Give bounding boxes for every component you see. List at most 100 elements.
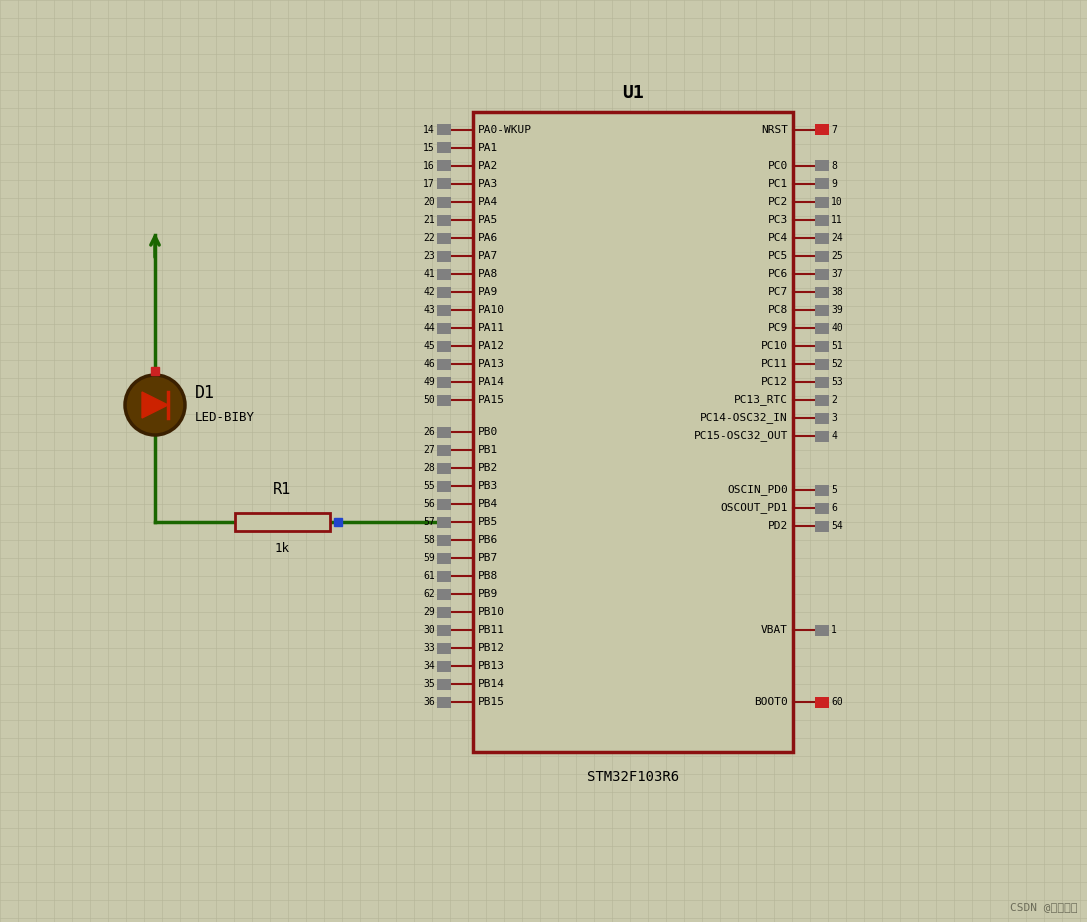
Text: 38: 38 <box>830 287 842 297</box>
Text: PA1: PA1 <box>478 143 498 153</box>
Bar <box>437 660 451 671</box>
Bar <box>437 571 451 582</box>
Text: LED-BIBY: LED-BIBY <box>195 410 255 423</box>
Text: 8: 8 <box>830 161 837 171</box>
Text: PB0: PB0 <box>478 427 498 437</box>
Text: PA11: PA11 <box>478 323 505 333</box>
Bar <box>437 287 451 298</box>
Text: PA10: PA10 <box>478 305 505 315</box>
Text: PA8: PA8 <box>478 269 498 279</box>
Text: D1: D1 <box>195 384 215 402</box>
Text: PB13: PB13 <box>478 661 505 671</box>
Text: 37: 37 <box>830 269 842 279</box>
Text: PC11: PC11 <box>761 359 788 369</box>
Circle shape <box>125 375 185 435</box>
Text: 20: 20 <box>423 197 435 207</box>
Text: PB14: PB14 <box>478 679 505 689</box>
Text: PA13: PA13 <box>478 359 505 369</box>
Text: R1: R1 <box>273 482 291 497</box>
Bar <box>815 251 829 262</box>
Bar <box>815 624 829 635</box>
Text: PC4: PC4 <box>767 233 788 243</box>
Bar <box>815 196 829 207</box>
Text: 61: 61 <box>423 571 435 581</box>
Bar <box>437 179 451 190</box>
Text: NRST: NRST <box>761 125 788 135</box>
Bar <box>437 696 451 707</box>
Text: PB2: PB2 <box>478 463 498 473</box>
Text: PC3: PC3 <box>767 215 788 225</box>
Text: 34: 34 <box>423 661 435 671</box>
Text: U1: U1 <box>622 84 644 102</box>
Text: 62: 62 <box>423 589 435 599</box>
Text: PA4: PA4 <box>478 197 498 207</box>
Text: 54: 54 <box>830 521 842 531</box>
Bar <box>815 340 829 351</box>
Text: 24: 24 <box>830 233 842 243</box>
Text: 55: 55 <box>423 481 435 491</box>
Bar <box>437 196 451 207</box>
Text: PD2: PD2 <box>767 521 788 531</box>
Text: PB8: PB8 <box>478 571 498 581</box>
Bar <box>815 431 829 442</box>
Text: 21: 21 <box>423 215 435 225</box>
Text: 44: 44 <box>423 323 435 333</box>
Text: PA3: PA3 <box>478 179 498 189</box>
Text: 53: 53 <box>830 377 842 387</box>
Text: OSCOUT_PD1: OSCOUT_PD1 <box>721 502 788 514</box>
Bar <box>437 463 451 474</box>
Text: 28: 28 <box>423 463 435 473</box>
Text: 43: 43 <box>423 305 435 315</box>
Bar <box>437 624 451 635</box>
Text: PC1: PC1 <box>767 179 788 189</box>
Bar <box>437 427 451 438</box>
Text: 27: 27 <box>423 445 435 455</box>
Text: 7: 7 <box>830 125 837 135</box>
Bar <box>815 502 829 514</box>
Text: PC2: PC2 <box>767 197 788 207</box>
Bar <box>815 232 829 243</box>
Text: PC13_RTC: PC13_RTC <box>734 395 788 406</box>
Bar <box>815 484 829 495</box>
Text: 9: 9 <box>830 179 837 189</box>
Text: 14: 14 <box>423 125 435 135</box>
Text: PC5: PC5 <box>767 251 788 261</box>
Text: 60: 60 <box>830 697 842 707</box>
Text: PB7: PB7 <box>478 553 498 563</box>
Text: 29: 29 <box>423 607 435 617</box>
Bar <box>473 112 794 752</box>
Text: 17: 17 <box>423 179 435 189</box>
Text: PA7: PA7 <box>478 251 498 261</box>
Bar <box>437 395 451 406</box>
Text: PB11: PB11 <box>478 625 505 635</box>
Text: 56: 56 <box>423 499 435 509</box>
Bar <box>815 323 829 334</box>
Text: 51: 51 <box>830 341 842 351</box>
Bar <box>437 480 451 491</box>
Text: 35: 35 <box>423 679 435 689</box>
Text: PA6: PA6 <box>478 233 498 243</box>
Bar <box>437 535 451 546</box>
Text: 59: 59 <box>423 553 435 563</box>
Text: PA0-WKUP: PA0-WKUP <box>478 125 532 135</box>
Text: BOOT0: BOOT0 <box>754 697 788 707</box>
Bar <box>235 513 330 531</box>
Text: PA15: PA15 <box>478 395 505 405</box>
Bar <box>815 395 829 406</box>
Text: 4: 4 <box>830 431 837 441</box>
Bar <box>815 521 829 531</box>
Text: PB9: PB9 <box>478 589 498 599</box>
Text: 23: 23 <box>423 251 435 261</box>
Bar <box>437 588 451 599</box>
Bar <box>815 287 829 298</box>
Text: CSDN @花落已别: CSDN @花落已别 <box>1010 902 1077 912</box>
Polygon shape <box>142 392 168 418</box>
Text: PC8: PC8 <box>767 305 788 315</box>
Text: 6: 6 <box>830 503 837 513</box>
Text: PA9: PA9 <box>478 287 498 297</box>
Bar <box>437 232 451 243</box>
Bar <box>437 304 451 315</box>
Text: PB4: PB4 <box>478 499 498 509</box>
Text: STM32F103R6: STM32F103R6 <box>587 770 679 784</box>
Bar <box>437 160 451 171</box>
